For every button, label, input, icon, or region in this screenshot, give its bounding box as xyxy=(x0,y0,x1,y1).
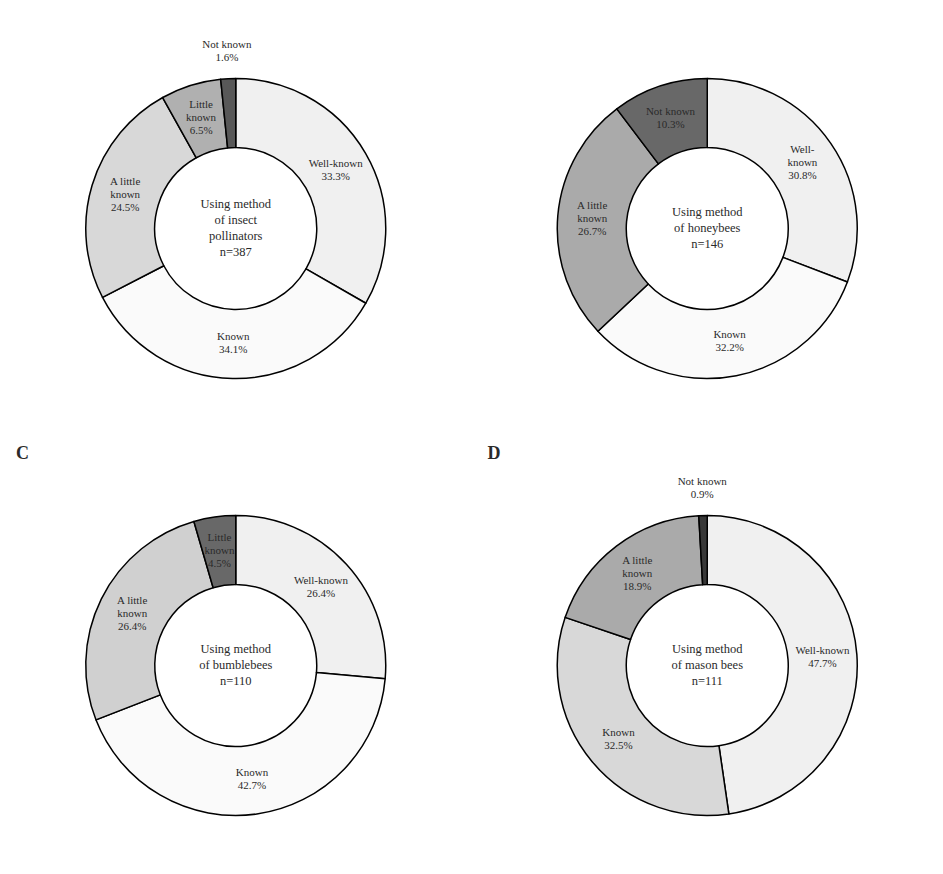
data-label: 30.8% xyxy=(788,169,816,181)
donut-slice xyxy=(617,79,707,164)
donut-slice xyxy=(699,516,707,585)
donut-chart xyxy=(86,516,386,816)
slice-label: Known xyxy=(713,328,746,340)
donut-slice xyxy=(236,79,386,304)
slice-label: A littleknown xyxy=(110,175,141,200)
donut-slice xyxy=(565,516,702,640)
data-label: 6.5% xyxy=(190,124,213,136)
slice-label: Well-known xyxy=(795,643,850,655)
slice-label: A littleknown xyxy=(117,594,148,619)
center-title: Using methodof honeybeesn=146 xyxy=(672,204,743,250)
data-label: 32.5% xyxy=(604,738,632,750)
slice-label: A littleknown xyxy=(577,198,608,223)
donut-chart xyxy=(557,516,857,816)
data-label: 4.5% xyxy=(208,557,231,569)
data-label: 24.5% xyxy=(111,201,139,213)
donut-slice xyxy=(103,266,366,379)
data-label: 18.9% xyxy=(623,579,651,591)
donut-slice xyxy=(163,79,228,158)
slice-label: Not known xyxy=(202,38,252,50)
data-label: 0.9% xyxy=(691,488,714,500)
data-label: 10.3% xyxy=(656,118,684,130)
data-label: 26.4% xyxy=(307,587,335,599)
data-label: 26.4% xyxy=(118,620,146,632)
slice-label: Not known xyxy=(646,105,696,117)
slice-label: Littleknown xyxy=(204,531,234,556)
slice-label: Littleknown xyxy=(186,98,216,123)
center-title: Using methodof mason beesn=111 xyxy=(671,641,743,687)
donut-chart xyxy=(86,79,386,379)
data-label: 32.2% xyxy=(715,341,743,353)
donut-slice xyxy=(194,516,236,588)
slice-label: Well-known xyxy=(294,574,349,586)
donut-slice xyxy=(707,79,857,282)
center-title: Using methodof bumblebeesn=110 xyxy=(199,641,272,687)
slice-label: Known xyxy=(602,725,635,737)
data-label: 33.3% xyxy=(322,170,350,182)
slice-label: Known xyxy=(236,766,269,778)
slice-label: Not known xyxy=(678,475,728,487)
donut-slice xyxy=(221,79,236,148)
data-label: 47.7% xyxy=(808,656,836,668)
center-title: Using methodof insectpollinatorsn=387 xyxy=(201,196,272,258)
panel-letter: C xyxy=(16,443,29,463)
chart: Well-known33.3%Known34.1%A littleknown24… xyxy=(0,0,943,874)
data-label: 26.7% xyxy=(578,224,606,236)
data-label: 1.6% xyxy=(215,51,238,63)
panel-letter: D xyxy=(488,443,501,463)
slice-label: A littleknown xyxy=(622,553,653,578)
slice-label: Well-known xyxy=(787,143,817,168)
data-label: 34.1% xyxy=(219,343,247,355)
donut-slice xyxy=(86,521,213,719)
slice-label: Well-known xyxy=(309,157,364,169)
donut-chart xyxy=(557,79,857,379)
slice-label: Known xyxy=(217,330,250,342)
data-label: 42.7% xyxy=(238,779,266,791)
